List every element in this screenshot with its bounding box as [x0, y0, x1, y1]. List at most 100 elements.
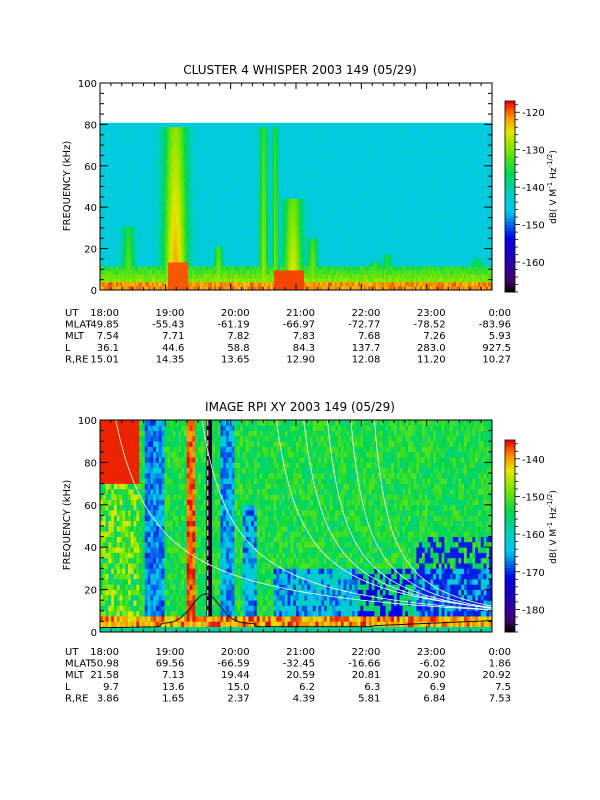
spectrogram-cell — [302, 246, 305, 251]
spectrogram-cell — [278, 130, 281, 136]
spectrogram-cell — [218, 206, 221, 211]
spectrogram-cell — [174, 142, 177, 148]
spectrogram-cell — [178, 122, 181, 128]
spectrogram-cell — [158, 210, 161, 215]
spectrogram-cell — [156, 262, 159, 267]
spectrogram-cell — [100, 130, 103, 136]
spectrogram-cell — [136, 126, 139, 132]
spectrogram-cell — [290, 278, 293, 283]
spectrogram-cell — [252, 246, 255, 251]
spectrogram-cell — [298, 134, 301, 140]
spectrogram-cell — [108, 266, 111, 271]
spectrogram-cell — [326, 246, 329, 251]
spectrogram-cell — [180, 274, 183, 279]
spectrogram-cell — [198, 190, 201, 195]
spectrogram-cell — [312, 146, 315, 152]
spectrogram-cell — [100, 210, 103, 215]
spectrogram-cell — [104, 238, 107, 243]
spectrogram-cell — [206, 230, 209, 235]
spectrogram-cell — [170, 146, 173, 152]
spectrogram-cell — [290, 182, 293, 187]
spectrogram-cell — [282, 150, 285, 155]
spectrogram-cell — [190, 182, 193, 187]
spectrogram-cell — [288, 126, 291, 132]
spectrogram-cell — [100, 254, 103, 259]
spectrogram-cell — [114, 258, 117, 263]
spectrogram-cell — [130, 154, 133, 159]
spectrogram-cell — [200, 234, 203, 239]
spectrogram-cell — [304, 282, 307, 287]
spectrogram-cell — [252, 170, 255, 175]
spectrogram-cell — [220, 254, 223, 259]
spectrogram-cell — [316, 218, 319, 223]
spectrogram-cell — [224, 190, 227, 195]
spectrogram-cell — [146, 278, 149, 283]
spectrogram-cell — [186, 162, 189, 167]
spectrogram-cell — [302, 262, 305, 267]
spectrogram-cell — [258, 194, 261, 199]
spectrogram-cell — [314, 186, 317, 191]
spectrogram-cell — [262, 266, 265, 271]
spectrogram-cell — [104, 122, 107, 128]
spectrogram-cell — [134, 242, 137, 247]
spectrogram-cell — [260, 162, 263, 167]
spectrogram-cell — [296, 150, 299, 155]
spectrogram-cell — [172, 186, 175, 191]
spectrogram-cell — [214, 206, 217, 211]
spectrogram-cell — [196, 214, 199, 219]
spectrogram-cell — [116, 190, 119, 195]
spectrogram-cell — [228, 190, 231, 195]
spectrogram-cell — [136, 214, 139, 219]
spectrogram-cell — [274, 142, 277, 148]
spectrogram-cell — [324, 218, 327, 223]
spectrogram-cell — [326, 122, 329, 128]
spectrogram-cell — [202, 238, 205, 243]
spectrogram-cell — [204, 246, 207, 251]
spectrogram-cell — [278, 258, 281, 263]
spectrogram-cell — [114, 154, 117, 159]
spectrogram-cell — [112, 222, 115, 227]
spectrogram-cell — [264, 234, 267, 239]
spectrogram-cell — [288, 254, 291, 259]
spectrogram-cell — [278, 142, 281, 148]
spectrogram-cell — [168, 190, 171, 195]
spectrogram-cell — [204, 234, 207, 239]
spectrogram-cell — [320, 150, 323, 155]
spectrogram-cell — [252, 194, 255, 199]
spectrogram-cell — [220, 194, 223, 199]
spectrogram-cell — [232, 194, 235, 199]
spectrogram-cell — [174, 274, 177, 279]
spectrogram-cell — [160, 246, 163, 251]
spectrogram-cell — [212, 282, 215, 287]
spectrogram-cell — [112, 174, 115, 179]
spectrogram-cell — [158, 214, 161, 219]
spectrogram-cell — [250, 154, 253, 159]
spectrogram-cell — [110, 242, 113, 247]
spectrogram-cell — [218, 250, 221, 255]
spectrogram-cell — [106, 158, 109, 163]
spectrogram-cell — [250, 122, 253, 128]
spectrogram-cell — [256, 210, 259, 215]
spectrogram-cell — [140, 130, 143, 136]
spectrogram-cell — [182, 122, 185, 128]
spectrogram-cell — [152, 166, 155, 171]
spectrogram-cell — [146, 286, 149, 291]
spectrogram-cell — [178, 226, 181, 231]
spectrogram-cell — [314, 202, 317, 207]
spectrogram-cell — [252, 166, 255, 171]
spectrogram-cell — [252, 198, 255, 203]
spectrogram-cell — [212, 122, 215, 128]
spectrogram-cell — [322, 162, 325, 167]
spectrogram-cell — [236, 146, 239, 152]
spectrogram-cell — [150, 150, 153, 155]
spectrogram-cell — [272, 278, 275, 283]
spectrogram-cell — [200, 278, 203, 283]
spectrogram-cell — [170, 218, 173, 223]
spectrogram-cell — [280, 126, 283, 132]
spectrogram-cell — [172, 170, 175, 175]
spectrogram-cell — [198, 226, 201, 231]
spectrogram-cell — [124, 222, 127, 227]
spectrogram-cell — [214, 222, 217, 227]
spectrogram-cell — [250, 178, 253, 183]
spectrogram-cell — [292, 202, 295, 207]
